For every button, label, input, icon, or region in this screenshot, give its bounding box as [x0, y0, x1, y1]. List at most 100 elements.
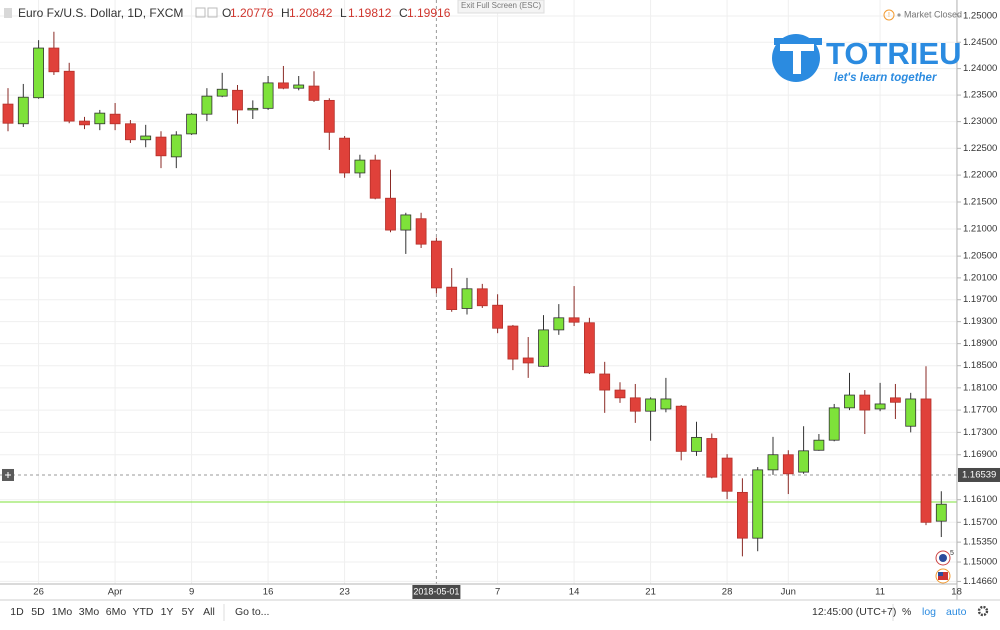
candle-body [874, 403, 886, 410]
candle-body [415, 218, 427, 245]
candle-body [201, 95, 213, 115]
clock: 12:45:00 (UTC+7) [812, 606, 896, 618]
candle-body [125, 123, 136, 141]
event-icon-inner [939, 554, 947, 562]
candle-body [339, 137, 351, 174]
candle-body [828, 407, 840, 441]
candle-body [553, 317, 565, 331]
candle-body [599, 373, 611, 391]
range-button[interactable]: 5Y [182, 606, 195, 618]
event-count: 5 [950, 550, 954, 557]
logo: TOTRIEU let's learn together [772, 34, 962, 84]
candle-body [461, 288, 473, 309]
candle-body [675, 405, 687, 452]
ohlc-value: 1.19916 [407, 6, 451, 20]
candle-body [17, 96, 29, 125]
settings-button[interactable] [977, 605, 989, 617]
candle-body [721, 457, 733, 492]
x-tick-label: 26 [33, 587, 44, 598]
candle-body [308, 85, 320, 101]
market-status: Market Closed [904, 9, 962, 19]
candle-body [859, 394, 871, 411]
header-icon[interactable] [207, 7, 218, 18]
ohlc-legend: O1.20776 H 1.20842 L 1.19812 C 1.19916 [222, 6, 451, 20]
candle-body [109, 113, 121, 125]
range-button[interactable]: 1Mo [52, 606, 73, 618]
candle-body [522, 357, 534, 364]
range-button[interactable]: 6Mo [106, 606, 127, 618]
y-tick-label: 1.21500 [963, 197, 997, 208]
auto-button[interactable]: auto [946, 606, 967, 618]
y-tick-label: 1.25000 [963, 11, 997, 22]
logo-tagline: let's learn together [834, 72, 937, 84]
candle-body [369, 159, 381, 199]
candle-body [706, 438, 718, 478]
exit-fullscreen-label: Exit Full Screen (ESC) [461, 1, 541, 10]
candle-body [691, 436, 702, 452]
candle-body [782, 454, 794, 475]
x-tick-label: Apr [108, 587, 123, 598]
range-button[interactable]: 1D [10, 606, 24, 618]
y-tick-label: 1.17700 [963, 405, 997, 416]
range-button[interactable]: 3Mo [79, 606, 100, 618]
y-tick-label: 1.24000 [963, 63, 997, 74]
candle-body [492, 304, 504, 329]
range-button[interactable]: 1Y [161, 606, 174, 618]
status-icon-mark: ! [888, 12, 890, 19]
flag-icon-canton [938, 572, 943, 576]
ohlc-value: 1.20776 [230, 6, 274, 20]
candle-body [48, 47, 60, 73]
ohlc-letter: H [281, 6, 290, 20]
candle-body [247, 107, 259, 111]
crosshair-price-box [958, 467, 1000, 482]
toolbar: 1D 5D 1Mo 3Mo 6Mo YTD 1Y 5Y All Go to... 12:45:00 … [10, 604, 989, 621]
y-tick-label: 1.18100 [963, 382, 997, 393]
x-tick-label: 28 [722, 587, 733, 598]
candle-body [935, 503, 947, 522]
x-tick-label: Jun [781, 587, 796, 598]
y-tick-label: 1.22500 [963, 143, 997, 154]
y-tick-label: 1.16100 [963, 494, 997, 505]
candle-body [614, 389, 626, 399]
candle-body [94, 112, 106, 125]
candle-body [2, 103, 14, 124]
candle-body [262, 82, 274, 109]
candle-body [232, 89, 243, 111]
y-tick-label: 1.23500 [963, 90, 997, 101]
candle-body [890, 397, 901, 403]
ohlc-letter: L [340, 6, 347, 20]
header-icon[interactable] [195, 7, 206, 18]
log-button[interactable]: log [922, 606, 936, 618]
candle-body [737, 491, 748, 539]
candle-body [186, 113, 198, 135]
x-tick-label: 11 [875, 587, 885, 598]
candle-body [767, 454, 779, 471]
range-button[interactable]: YTD [133, 606, 154, 618]
logo-name: TOTRIEU [826, 36, 962, 71]
y-tick-label: 1.14660 [963, 576, 997, 587]
candle-body [33, 47, 44, 99]
range-button[interactable]: All [203, 606, 215, 618]
y-tick-label: 1.17300 [963, 427, 997, 438]
logo-t-stem [793, 44, 801, 74]
y-tick-label: 1.22000 [963, 170, 997, 181]
y-tick-label: 1.21000 [963, 224, 997, 235]
candle-body [476, 288, 488, 307]
y-tick-label: 1.20500 [963, 251, 997, 262]
range-button[interactable]: 5D [31, 606, 45, 618]
candle-body [170, 134, 182, 158]
exit-fullscreen-button[interactable] [457, 0, 545, 14]
candle-body [140, 135, 152, 141]
percent-button[interactable]: % [902, 606, 911, 618]
y-tick-label: 1.19700 [963, 294, 997, 305]
x-tick-label: 14 [569, 587, 580, 598]
goto-button[interactable]: Go to... [235, 606, 269, 618]
candle-body [354, 159, 366, 174]
y-tick-label: 1.18500 [963, 360, 997, 371]
candle-body [216, 88, 228, 97]
candle-body [507, 325, 519, 360]
status-dot [897, 13, 901, 17]
candle-body [844, 394, 855, 409]
symbol-icon [4, 8, 12, 18]
